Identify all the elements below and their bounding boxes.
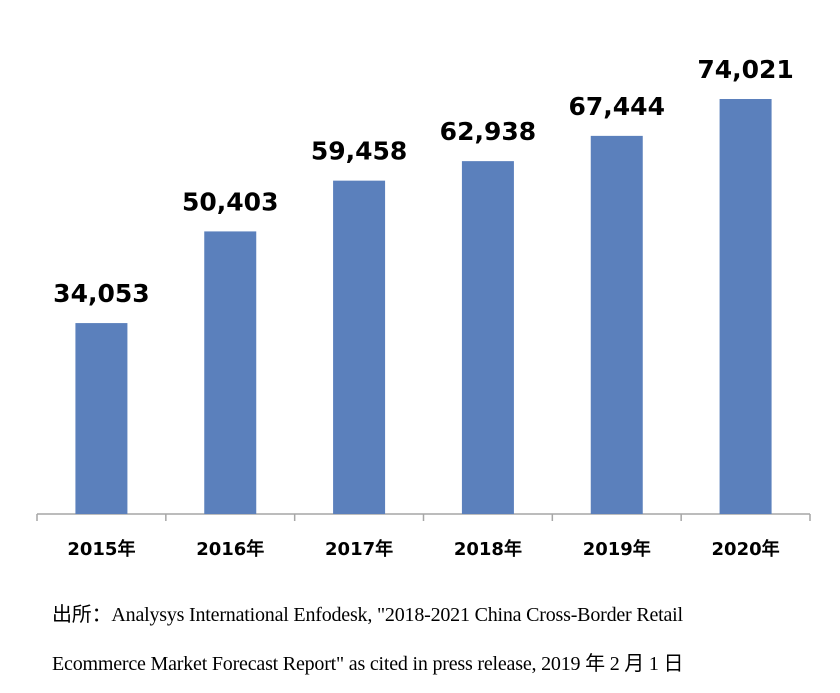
x-tick-label: 2016年 bbox=[196, 538, 264, 560]
x-tick-label: 2018年 bbox=[454, 538, 522, 560]
data-label: 67,444 bbox=[569, 92, 665, 121]
x-tick-label: 2020年 bbox=[712, 538, 780, 560]
x-tick-label: 2015年 bbox=[67, 538, 135, 560]
data-label: 34,053 bbox=[53, 279, 149, 308]
x-tick-label: 2017年 bbox=[325, 538, 393, 560]
bar-2020年 bbox=[719, 99, 772, 514]
data-label: 62,938 bbox=[440, 117, 536, 146]
bar-chart: 34,053 2015年 50,403 2016年 59,458 2017年 62,938 2… bbox=[36, 55, 811, 560]
x-tick-label: 2019年 bbox=[583, 538, 651, 560]
source-line-2: Ecommerce Market Forecast Report" as cit… bbox=[52, 653, 684, 675]
data-label: 59,458 bbox=[311, 137, 407, 166]
data-label: 74,021 bbox=[697, 55, 793, 84]
bar-2015年 bbox=[75, 323, 128, 514]
bar-2016年 bbox=[204, 231, 257, 514]
source-line-1: 出所：Analysys International Enfodesk, "201… bbox=[52, 604, 683, 626]
data-label: 50,403 bbox=[182, 187, 278, 216]
bar-2018年 bbox=[461, 161, 514, 514]
bar-2017年 bbox=[333, 180, 386, 514]
bar-2019年 bbox=[590, 135, 643, 514]
